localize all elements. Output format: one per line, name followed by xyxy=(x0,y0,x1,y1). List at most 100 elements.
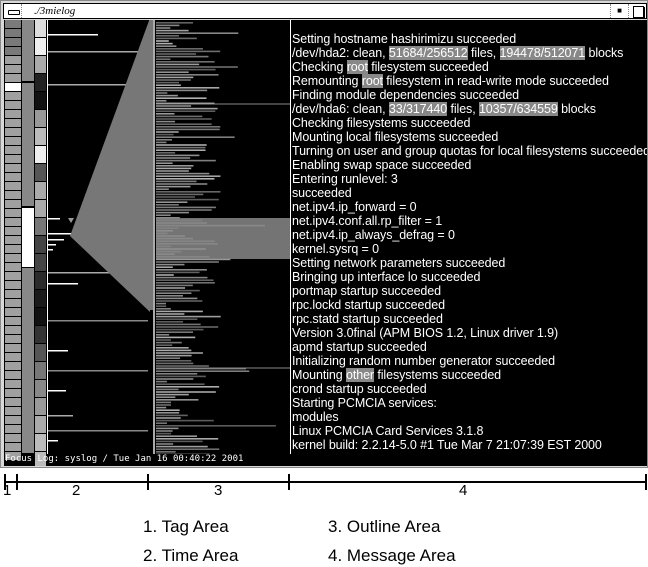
log-message[interactable]: Setting network parameters succeeded xyxy=(292,256,505,270)
tag-cell[interactable] xyxy=(5,128,21,137)
tag-cell[interactable] xyxy=(5,29,21,38)
log-message[interactable]: net.ipv4.ip_always_defrag = 0 xyxy=(292,228,455,242)
tag-cell[interactable] xyxy=(5,56,21,65)
tag-cell[interactable] xyxy=(5,200,21,209)
time-segment[interactable] xyxy=(22,208,34,267)
log-message[interactable]: Turning on user and group quotas for loc… xyxy=(292,144,647,158)
tag-cell[interactable] xyxy=(5,227,21,236)
tag-cell[interactable] xyxy=(5,416,21,425)
tag-cell[interactable] xyxy=(5,173,21,182)
tag-cell[interactable] xyxy=(5,389,21,398)
outline-bar xyxy=(156,401,172,404)
tag-cell[interactable] xyxy=(5,263,21,272)
log-message[interactable]: kernel build: 2.2.14-5.0 #1 Tue Mar 7 21… xyxy=(292,438,602,452)
tag-cell[interactable] xyxy=(5,74,21,83)
window-menu-button[interactable] xyxy=(4,4,22,18)
tag-cell[interactable] xyxy=(5,164,21,173)
tag-cell[interactable] xyxy=(5,362,21,371)
outline-bar xyxy=(156,144,207,146)
log-message[interactable]: kernel.sysrq = 0 xyxy=(292,242,379,256)
tag-cell[interactable] xyxy=(5,38,21,47)
log-message[interactable]: Initializing random number generator suc… xyxy=(292,354,555,368)
log-message[interactable]: Linux PCMCIA Card Services 3.1.8 xyxy=(292,424,483,438)
tag-cell[interactable] xyxy=(5,20,21,29)
tag-cell[interactable] xyxy=(5,110,21,119)
log-message[interactable]: Starting PCMCIA services: xyxy=(292,396,437,410)
outline-bar xyxy=(156,417,181,419)
log-message[interactable]: Enabling swap space succeeded xyxy=(292,158,471,172)
log-message[interactable]: net.ipv4.ip_forward = 0 xyxy=(292,200,417,214)
tag-cell[interactable] xyxy=(5,299,21,308)
tag-cell[interactable] xyxy=(5,425,21,434)
tag-cell[interactable] xyxy=(5,254,21,263)
minimize-button[interactable]: ■ xyxy=(610,4,628,18)
outline-bar xyxy=(156,24,180,27)
log-message[interactable]: Mounting other filesystems succeeded xyxy=(292,368,501,382)
log-message[interactable]: apmd startup succeeded xyxy=(292,340,427,354)
tag-cell[interactable] xyxy=(5,434,21,443)
tag-cell[interactable] xyxy=(5,290,21,299)
tag-cell[interactable] xyxy=(5,281,21,290)
tag-cell[interactable] xyxy=(5,344,21,353)
tag-cell[interactable] xyxy=(5,335,21,344)
tag-cell[interactable] xyxy=(5,182,21,191)
log-message[interactable]: /dev/hda6: clean, 33/317440 files, 10357… xyxy=(292,102,596,116)
log-message[interactable]: Setting hostname hashirimizu succeeded xyxy=(292,32,516,46)
message-area[interactable]: Setting hostname hashirimizu succeeded/d… xyxy=(290,20,647,454)
tag-cell[interactable] xyxy=(5,371,21,380)
outline-bar xyxy=(156,412,180,414)
log-message[interactable]: rpc.lockd startup succeeded xyxy=(292,298,445,312)
tag-cell[interactable] xyxy=(5,326,21,335)
log-message[interactable]: portmap startup succeeded xyxy=(292,284,441,298)
tag-cell[interactable] xyxy=(5,245,21,254)
tag-cell[interactable] xyxy=(5,146,21,155)
log-message[interactable]: Entering runlevel: 3 xyxy=(292,172,398,186)
time-segment[interactable] xyxy=(22,20,34,81)
tag-cell[interactable] xyxy=(5,317,21,326)
outline-area[interactable] xyxy=(149,20,290,454)
time-area[interactable] xyxy=(47,20,150,454)
tag-cell[interactable] xyxy=(5,119,21,128)
log-message[interactable]: /dev/hda2: clean, 51684/256512 files, 19… xyxy=(292,46,623,60)
tag-cell[interactable] xyxy=(5,101,21,110)
tag-cell[interactable] xyxy=(5,398,21,407)
maximize-button[interactable] xyxy=(628,4,646,18)
time-segment[interactable] xyxy=(22,83,34,206)
tag-area[interactable] xyxy=(5,20,21,461)
outline-bar xyxy=(156,282,215,284)
tag-cell[interactable] xyxy=(5,47,21,56)
message-text: /dev/hda2: clean, xyxy=(292,46,389,60)
log-message[interactable]: Mounting local filesystems succeeded xyxy=(292,130,498,144)
log-message[interactable]: succeeded xyxy=(292,186,352,200)
log-message[interactable]: Finding module dependencies succeeded xyxy=(292,88,519,102)
log-message[interactable]: rpc.statd startup succeeded xyxy=(292,312,443,326)
log-message[interactable]: Bringing up interface lo succeeded xyxy=(292,270,481,284)
tag-cell[interactable] xyxy=(5,308,21,317)
log-message[interactable]: Checking filesystems succeeded xyxy=(292,116,470,130)
time-mark xyxy=(48,218,60,220)
tag-cell[interactable] xyxy=(5,209,21,218)
tag-cell[interactable] xyxy=(5,236,21,245)
log-message[interactable]: Version 3.0final (APM BIOS 1.2, Linux dr… xyxy=(292,326,558,340)
log-message[interactable]: net.ipv4.conf.all.rp_filter = 1 xyxy=(292,214,442,228)
log-message[interactable]: modules xyxy=(292,410,339,424)
tag-cell[interactable] xyxy=(5,407,21,416)
tag-cell[interactable] xyxy=(5,83,21,92)
tag-cell[interactable] xyxy=(5,137,21,146)
tag-cell[interactable] xyxy=(5,92,21,101)
tag-cell[interactable] xyxy=(5,155,21,164)
tag-cell[interactable] xyxy=(5,452,21,461)
tag-cell[interactable] xyxy=(5,191,21,200)
tag-cell[interactable] xyxy=(5,272,21,281)
tag-cell[interactable] xyxy=(5,218,21,227)
tag-cell[interactable] xyxy=(5,353,21,362)
log-message[interactable]: Checking root filesystem succeeded xyxy=(292,60,489,74)
tag-cell[interactable] xyxy=(5,65,21,74)
time-range-bar[interactable] xyxy=(22,20,34,454)
tag-cell[interactable] xyxy=(5,443,21,452)
log-message[interactable]: Remounting root filesystem in read-write… xyxy=(292,74,609,88)
time-segment[interactable] xyxy=(22,268,34,453)
tag-cell[interactable] xyxy=(5,380,21,389)
log-message[interactable]: crond startup succeeded xyxy=(292,382,427,396)
density-cell xyxy=(35,416,46,433)
